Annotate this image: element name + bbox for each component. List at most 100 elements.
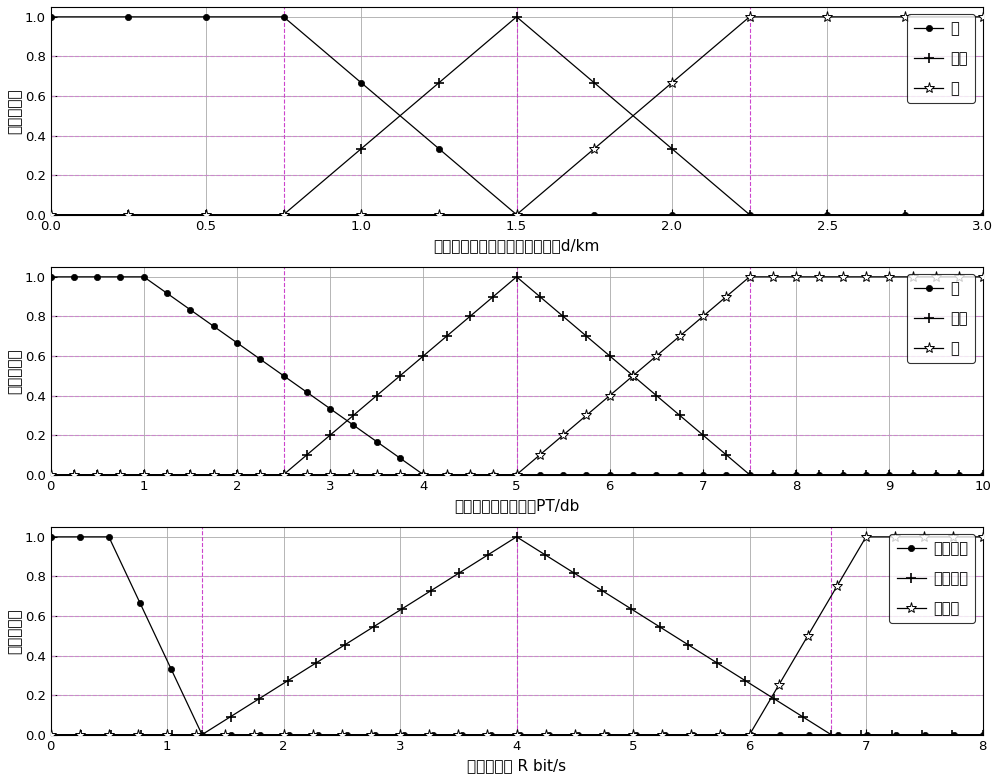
- 中等: [511, 272, 523, 282]
- 中等: [161, 470, 173, 480]
- 不被选择: [456, 730, 468, 739]
- 强: [278, 210, 290, 219]
- 低: [697, 470, 709, 480]
- 不被选择: [312, 730, 324, 739]
- 可以考虑: [797, 712, 809, 722]
- 强: [821, 12, 833, 22]
- 不被选择: [398, 730, 410, 739]
- 高: [720, 292, 732, 301]
- 低: [720, 470, 732, 480]
- 强: [122, 210, 134, 219]
- 低: [604, 470, 616, 480]
- 中等: [580, 332, 592, 341]
- 不被选择: [832, 730, 844, 739]
- 弱: [433, 144, 445, 154]
- 可以考虑: [135, 730, 147, 739]
- 低: [254, 355, 266, 364]
- 不被选择: [977, 730, 989, 739]
- 弱: [666, 210, 678, 219]
- 低: [487, 470, 499, 480]
- 中等: [441, 332, 453, 341]
- 不被选择: [919, 730, 931, 739]
- 不被选择: [427, 730, 439, 739]
- 强: [433, 210, 445, 219]
- 弱: [588, 210, 600, 219]
- 高: [860, 272, 872, 282]
- 可以考虑: [339, 640, 351, 650]
- 低: [68, 272, 80, 282]
- 中等: [91, 470, 103, 480]
- 高: [254, 470, 266, 480]
- Legend: 低, 中等, 高: 低, 中等, 高: [907, 275, 975, 363]
- 高: [417, 470, 429, 480]
- 不被选择: [341, 730, 353, 739]
- 低: [417, 470, 429, 480]
- 不被选择: [74, 532, 86, 541]
- 低: [744, 470, 756, 480]
- Legend: 弱, 中等, 强: 弱, 中等, 强: [907, 14, 975, 103]
- 可以考虑: [511, 532, 523, 541]
- 不被选择: [948, 730, 960, 739]
- 可以考虑: [739, 676, 751, 686]
- Line: 可以考虑: 可以考虑: [46, 532, 987, 739]
- 中等: [837, 470, 849, 480]
- 中等: [821, 210, 833, 219]
- 低: [813, 470, 825, 480]
- 高: [161, 470, 173, 480]
- 高: [907, 272, 919, 282]
- 弱: [278, 12, 290, 22]
- 可以考虑: [568, 568, 580, 577]
- 弱: [744, 210, 756, 219]
- 中等: [977, 470, 989, 480]
- 被选择: [336, 730, 348, 739]
- 中等: [45, 470, 57, 480]
- 被选择: [540, 730, 552, 739]
- 强: [511, 210, 523, 219]
- 可以考虑: [368, 622, 380, 632]
- Line: 弱: 弱: [47, 14, 986, 218]
- 低: [138, 272, 150, 282]
- 中等: [767, 470, 779, 480]
- 强: [666, 78, 678, 87]
- 低: [837, 470, 849, 480]
- 强: [744, 12, 756, 22]
- 不被选择: [514, 730, 526, 739]
- 不被选择: [45, 532, 57, 541]
- 中等: [301, 450, 313, 459]
- Y-axis label: 模糊隶属度: 模糊隶属度: [7, 348, 22, 394]
- 被选择: [307, 730, 319, 739]
- 高: [441, 470, 453, 480]
- 中等: [813, 470, 825, 480]
- 中等: [324, 431, 336, 440]
- 弱: [821, 210, 833, 219]
- 可以考虑: [596, 586, 608, 595]
- 可以考虑: [75, 730, 87, 739]
- Legend: 不被选择, 可以考虑, 被选择: 不被选择, 可以考虑, 被选择: [889, 534, 975, 623]
- 中等: [487, 292, 499, 301]
- 中等: [417, 351, 429, 360]
- 中等: [720, 450, 732, 459]
- 不被选择: [225, 730, 237, 739]
- 低: [627, 470, 639, 480]
- 被选择: [569, 730, 581, 739]
- 可以考虑: [855, 730, 867, 739]
- 低: [441, 470, 453, 480]
- 低: [324, 404, 336, 413]
- 可以考虑: [711, 658, 723, 668]
- 不被选择: [283, 730, 295, 739]
- 不被选择: [745, 730, 757, 739]
- 不被选择: [687, 730, 699, 739]
- 被选择: [365, 730, 377, 739]
- 中等: [627, 371, 639, 381]
- X-axis label: 中继节点到次用户接收端的距离d/km: 中继节点到次用户接收端的距离d/km: [433, 238, 600, 253]
- 可以考虑: [196, 730, 208, 739]
- 被选择: [977, 532, 989, 541]
- 不被选择: [803, 730, 815, 739]
- 低: [860, 470, 872, 480]
- 中等: [347, 410, 359, 420]
- 高: [278, 470, 290, 480]
- 被选择: [452, 730, 464, 739]
- 被选择: [161, 730, 173, 739]
- 中等: [371, 391, 383, 400]
- 中等: [557, 312, 569, 321]
